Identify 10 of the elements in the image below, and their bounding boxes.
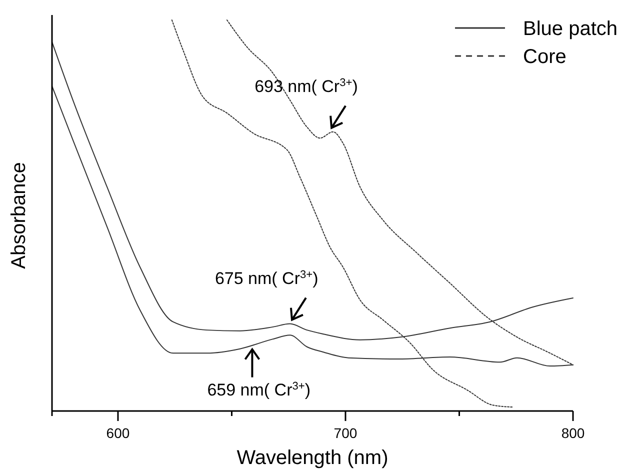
legend-label: Blue patch — [523, 18, 618, 40]
annotation: 693 nm( Cr$^{3+}$) — [254, 76, 358, 96]
x-tick-label: 700 — [334, 425, 358, 441]
annotation: 675 nm( Cr$^{3+}$) — [214, 268, 318, 288]
y-axis-title: Absorbance — [8, 162, 30, 269]
x-tick-label: 800 — [561, 425, 585, 441]
x-tick-label: 600 — [106, 425, 130, 441]
x-axis-title: Wavelength (nm) — [236, 447, 388, 469]
legend-label: Core — [523, 46, 566, 68]
annotation: 659 nm( Cr$^{3+}$) — [207, 380, 311, 400]
